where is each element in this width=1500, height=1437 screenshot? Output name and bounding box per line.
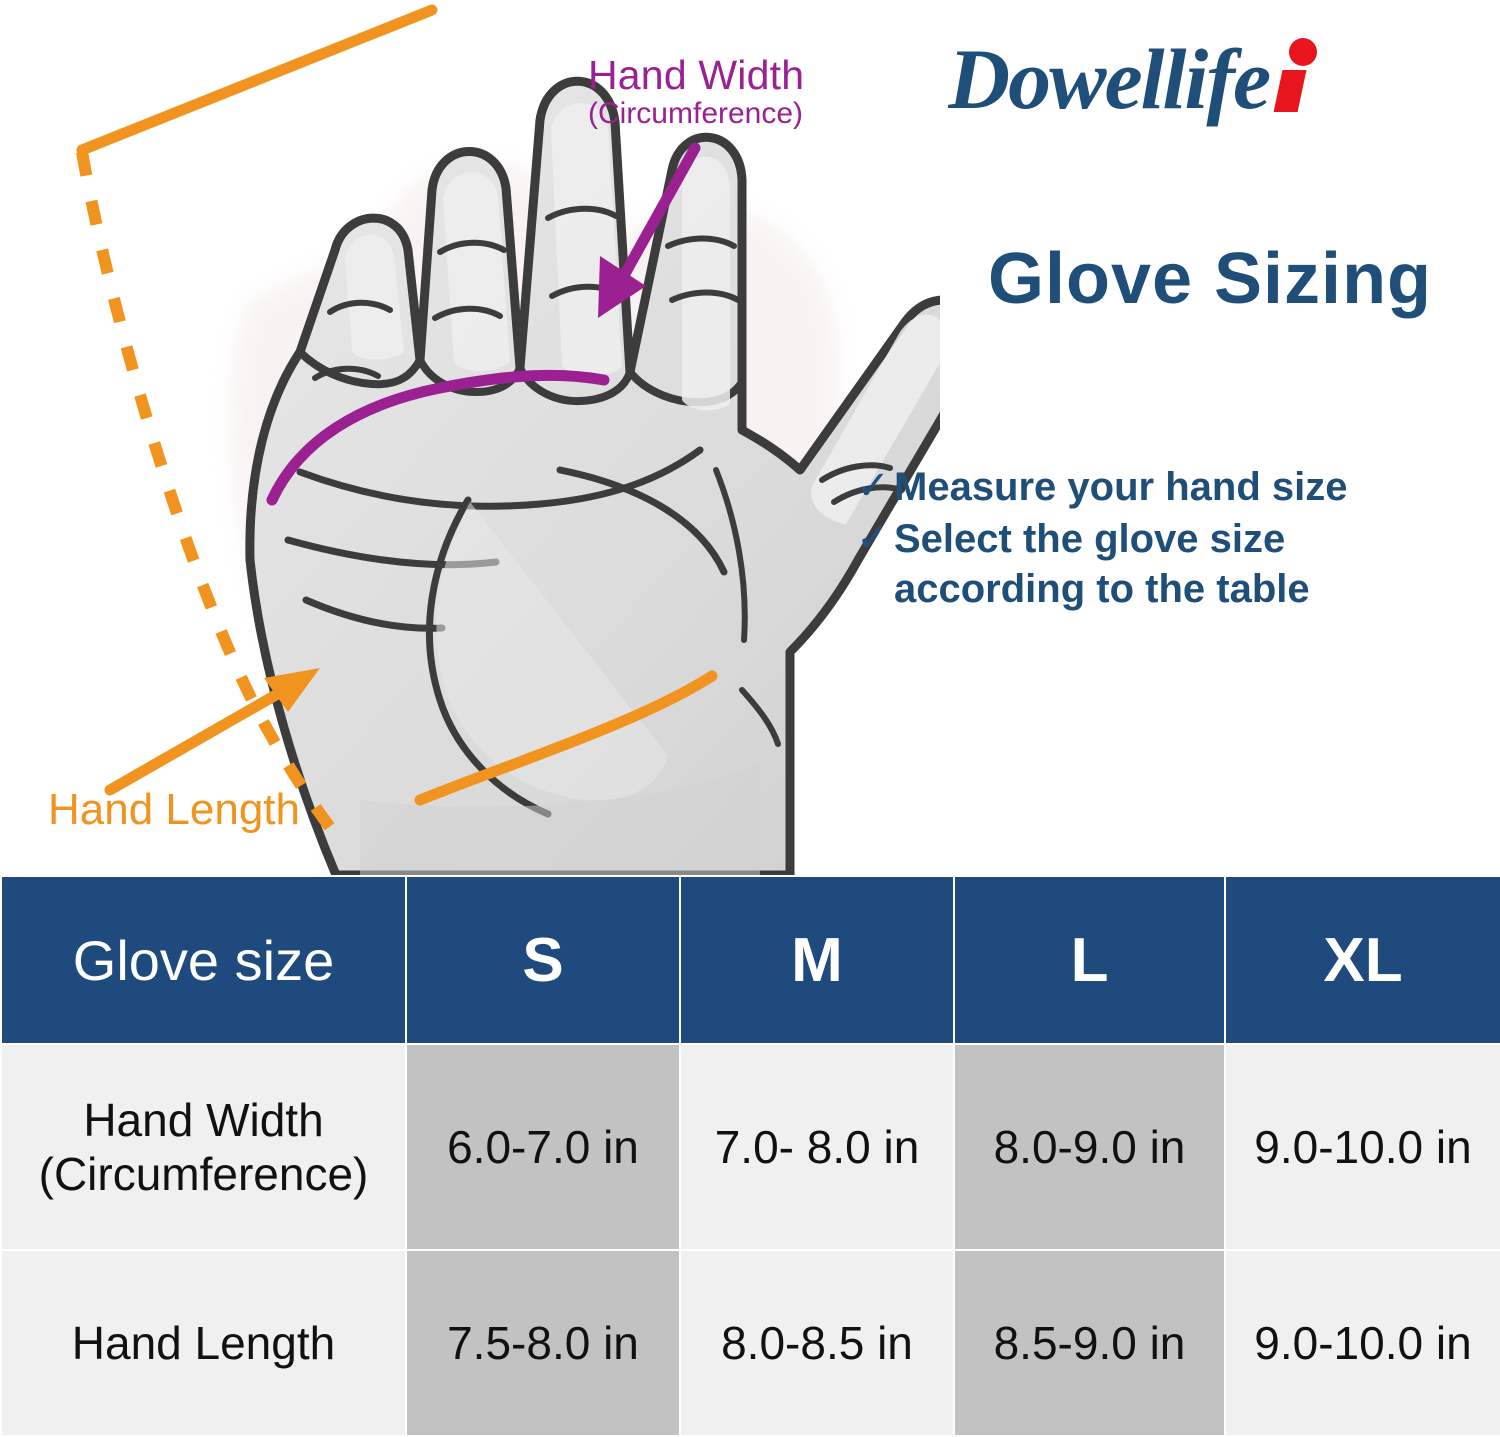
cell-hand-length-xl: 9.0-10.0 in <box>1224 1249 1500 1437</box>
cell-hand-width-s: 6.0-7.0 in <box>405 1043 681 1251</box>
hand-shape <box>245 76 940 875</box>
list-item: ✓ Measure your hand size <box>852 462 1492 512</box>
cell-hand-length-s: 7.5-8.0 in <box>405 1249 681 1437</box>
row-label-line2: (Circumference) <box>38 1148 369 1200</box>
list-item: ✓ Select the glove size according to the… <box>852 514 1492 614</box>
table-row: Hand Length 7.5-8.0 in 8.0-8.5 in 8.5-9.… <box>0 1249 1500 1437</box>
logo-dot-icon <box>1289 38 1317 66</box>
instruction-line1: Measure your hand size <box>894 465 1348 509</box>
glove-size-table: Glove size S M L XL Hand Width (Circumfe… <box>0 875 1500 1437</box>
row-label-line1: Hand Width <box>83 1093 324 1146</box>
table-header-row: Glove size S M L XL <box>0 875 1500 1045</box>
wrist-circumference-line <box>414 670 718 806</box>
check-icon: ✓ <box>856 464 890 508</box>
hand-width-circumference-line <box>266 369 610 506</box>
instruction-line2: according to the table <box>894 567 1310 611</box>
hand-width-label: Hand Width (Circumference) <box>588 55 804 129</box>
hand-measurement-diagram: Hand Width (Circumference) Hand Length <box>0 0 940 875</box>
cell-hand-width-l: 8.0-9.0 in <box>953 1043 1226 1251</box>
row-label-hand-width: Hand Width (Circumference) <box>0 1043 407 1251</box>
page-title: Glove Sizing <box>987 239 1433 319</box>
row-label-hand-length: Hand Length <box>0 1249 407 1437</box>
hand-width-label-line1: Hand Width <box>588 52 805 98</box>
column-header-glove-size: Glove size <box>0 875 407 1045</box>
table-row: Hand Width (Circumference) 6.0-7.0 in 7.… <box>0 1043 1500 1251</box>
hand-width-arrow <box>598 142 701 318</box>
instruction-line1: Select the glove size <box>894 517 1286 561</box>
hand-length-top-line <box>76 4 438 156</box>
hand-width-label-line2: (Circumference) <box>588 97 804 130</box>
logo-i-stem <box>1273 70 1307 112</box>
column-header-s: S <box>405 875 681 1045</box>
hand-length-arrow <box>104 668 320 796</box>
hand-illustration-svg <box>76 4 940 875</box>
column-header-xl: XL <box>1224 875 1500 1045</box>
hand-length-label: Hand Length <box>48 785 300 834</box>
dowellife-logo: Dowellife <box>948 31 1317 127</box>
instructions-list: ✓ Measure your hand size ✓ Select the gl… <box>852 462 1492 616</box>
cell-hand-length-l: 8.5-9.0 in <box>953 1249 1226 1437</box>
cell-hand-length-m: 8.0-8.5 in <box>679 1249 955 1437</box>
info-panel: Dowellife Glove Sizing ✓ Measure your ha… <box>856 0 1500 875</box>
instruction-text: Select the glove size according to the t… <box>894 514 1310 614</box>
check-icon: ✓ <box>856 516 890 560</box>
column-header-l: L <box>953 875 1226 1045</box>
column-header-m: M <box>679 875 955 1045</box>
instruction-text: Measure your hand size <box>894 462 1347 512</box>
cell-hand-width-xl: 9.0-10.0 in <box>1224 1043 1500 1251</box>
logo-text: Dowellife <box>948 31 1270 127</box>
cell-hand-width-m: 7.0- 8.0 in <box>679 1043 955 1251</box>
